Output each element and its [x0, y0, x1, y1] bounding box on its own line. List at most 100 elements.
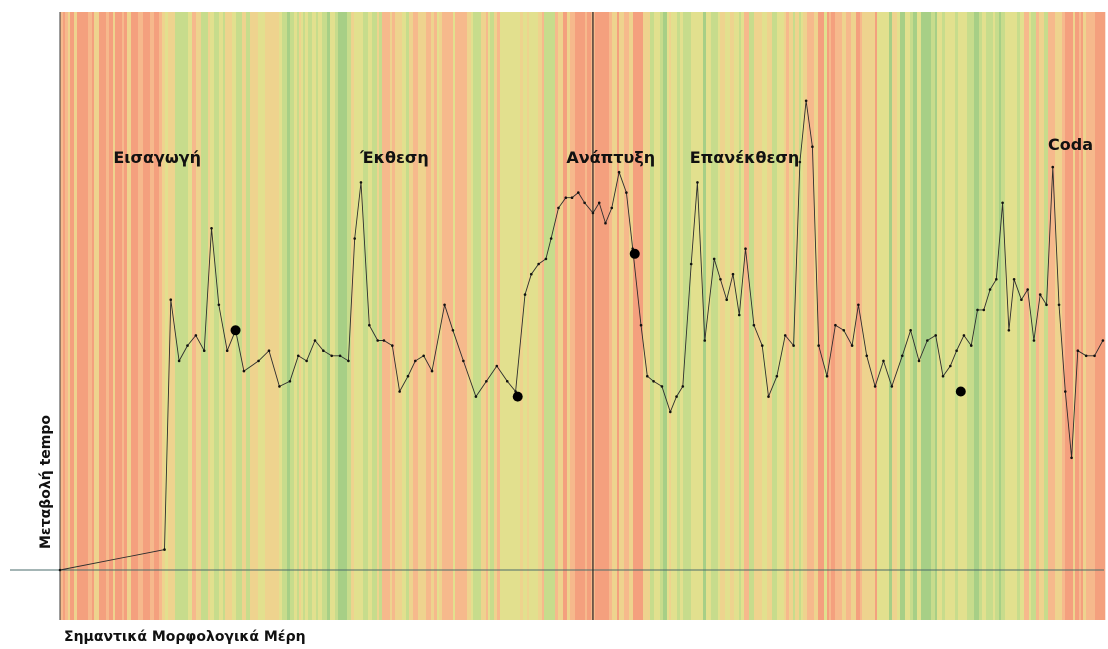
background-stripe — [953, 12, 956, 620]
background-stripe — [812, 12, 815, 620]
background-stripe — [201, 12, 206, 620]
tempo-point — [257, 359, 260, 363]
background-stripe — [789, 12, 794, 620]
background-stripe — [570, 12, 576, 620]
background-stripe — [995, 12, 1000, 620]
background-stripe — [563, 12, 566, 620]
background-stripe — [582, 12, 586, 620]
tempo-point — [689, 262, 693, 266]
background-stripe — [886, 12, 890, 620]
background-stripe — [654, 12, 657, 620]
background-stripe — [131, 12, 135, 620]
tempo-point — [267, 349, 271, 353]
background-stripe — [225, 12, 231, 620]
tempo-point — [210, 227, 213, 230]
background-stripe — [392, 12, 396, 620]
background-stripe — [728, 12, 731, 620]
background-stripe — [910, 12, 914, 620]
background-stripe — [1098, 12, 1101, 620]
background-stripe — [1083, 12, 1087, 620]
background-stripe — [505, 12, 511, 620]
background-stripe — [772, 12, 776, 620]
background-stripe — [734, 12, 737, 620]
background-stripe — [725, 12, 729, 620]
background-stripe — [781, 12, 785, 620]
tempo-point — [625, 191, 628, 194]
tempo-point — [564, 196, 568, 199]
tempo-point — [982, 308, 986, 312]
background-stripe — [81, 12, 85, 620]
tempo-point — [376, 339, 379, 342]
tempo-point — [225, 349, 229, 353]
tempo-points — [58, 99, 1105, 572]
background-stripe — [106, 12, 110, 620]
tempo-point — [305, 359, 308, 363]
background-stripe — [1065, 12, 1070, 620]
tempo-point — [760, 344, 764, 347]
background-stripe — [708, 12, 712, 620]
background-stripe — [917, 12, 922, 620]
background-stripe — [538, 12, 543, 620]
background-stripe — [297, 12, 300, 620]
background-stripe — [276, 12, 280, 620]
tempo-point — [857, 303, 860, 307]
background-stripe — [643, 12, 647, 620]
background-stripe — [148, 12, 151, 620]
tempo-point — [865, 354, 869, 358]
background-stripe — [478, 12, 482, 620]
background-stripe — [814, 12, 819, 620]
background-stripe — [402, 12, 405, 620]
background-stripe — [926, 12, 932, 620]
background-stripe — [510, 12, 514, 620]
background-stripe — [671, 12, 674, 620]
background-stripe — [961, 12, 966, 620]
background-stripe — [327, 12, 331, 620]
background-stripe — [680, 12, 684, 620]
background-stripe — [455, 12, 461, 620]
tempo-point — [767, 395, 770, 398]
background-stripe — [999, 12, 1002, 620]
background-stripe — [299, 12, 302, 620]
background-stripe — [1005, 12, 1009, 620]
background-stripe — [1090, 12, 1096, 620]
background-stripe — [1020, 12, 1025, 620]
background-stripe — [390, 12, 393, 620]
background-stripe — [244, 12, 247, 620]
background-stripe — [122, 12, 125, 620]
background-stripe — [892, 12, 898, 620]
tempo-point — [949, 364, 952, 368]
tempo-point — [1084, 354, 1088, 358]
background-stripe — [263, 12, 266, 620]
background-stripe — [127, 12, 130, 620]
background-stripe — [567, 12, 571, 620]
background-stripe — [473, 12, 479, 620]
tempo-point — [202, 349, 206, 353]
tempo-point — [505, 380, 509, 383]
background-stripe — [282, 12, 285, 620]
tempo-point — [359, 181, 363, 184]
section-label: Coda — [1048, 135, 1093, 154]
tempo-point — [731, 272, 735, 276]
background-stripe — [279, 12, 283, 620]
background-stripe — [1029, 12, 1032, 620]
background-stripe — [109, 12, 114, 620]
tempo-point — [1093, 354, 1096, 358]
tempo-point — [347, 359, 350, 363]
background-stripe — [711, 12, 717, 620]
background-stripe — [192, 12, 197, 620]
tempo-point — [414, 359, 417, 363]
tempo-point — [668, 410, 672, 414]
tempo-point — [430, 369, 434, 373]
tempo-point — [485, 380, 488, 383]
section-label: Έκθεση — [359, 148, 429, 167]
background-stripe — [1001, 12, 1006, 620]
tempo-point — [775, 374, 779, 378]
background-stripe — [856, 12, 861, 620]
background-stripe — [935, 12, 938, 620]
background-stripe — [754, 12, 760, 620]
background-stripe — [255, 12, 259, 620]
tempo-point — [1038, 293, 1042, 296]
background-stripe — [84, 12, 89, 620]
background-stripe — [555, 12, 559, 620]
background-stripe — [945, 12, 949, 620]
